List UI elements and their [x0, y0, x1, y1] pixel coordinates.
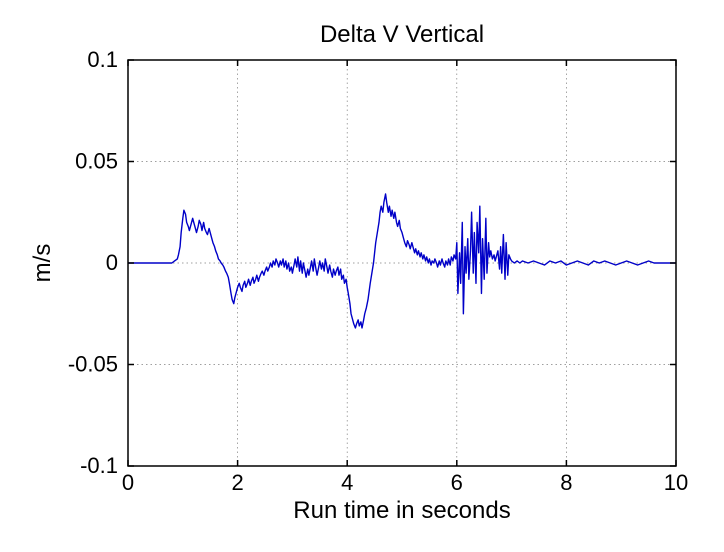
y-tick-label: -0.1: [80, 453, 118, 478]
y-tick-label: -0.05: [68, 352, 118, 377]
x-tick-label: 4: [341, 470, 353, 495]
x-tick-label: 0: [122, 470, 134, 495]
y-tick-label: 0.1: [87, 47, 118, 72]
y-axis-label: m/s: [29, 244, 56, 283]
y-tick-label: 0: [106, 250, 118, 275]
chart-title: Delta V Vertical: [320, 21, 484, 48]
x-tick-label: 6: [451, 470, 463, 495]
x-tick-label: 8: [560, 470, 572, 495]
delta-v-vertical-chart: 0 2 4 6 8 10 -0.1 -0.05 0 0.05 0.1 Delta V Vertical…: [0, 0, 724, 552]
x-tick-label: 10: [664, 470, 688, 495]
y-tick-label: 0.05: [75, 149, 118, 174]
x-tick-label: 2: [231, 470, 243, 495]
x-axis-label: Run time in seconds: [293, 497, 510, 524]
chart-svg: 0 2 4 6 8 10 -0.1 -0.05 0 0.05 0.1 Delta V Vertical…: [0, 0, 724, 552]
